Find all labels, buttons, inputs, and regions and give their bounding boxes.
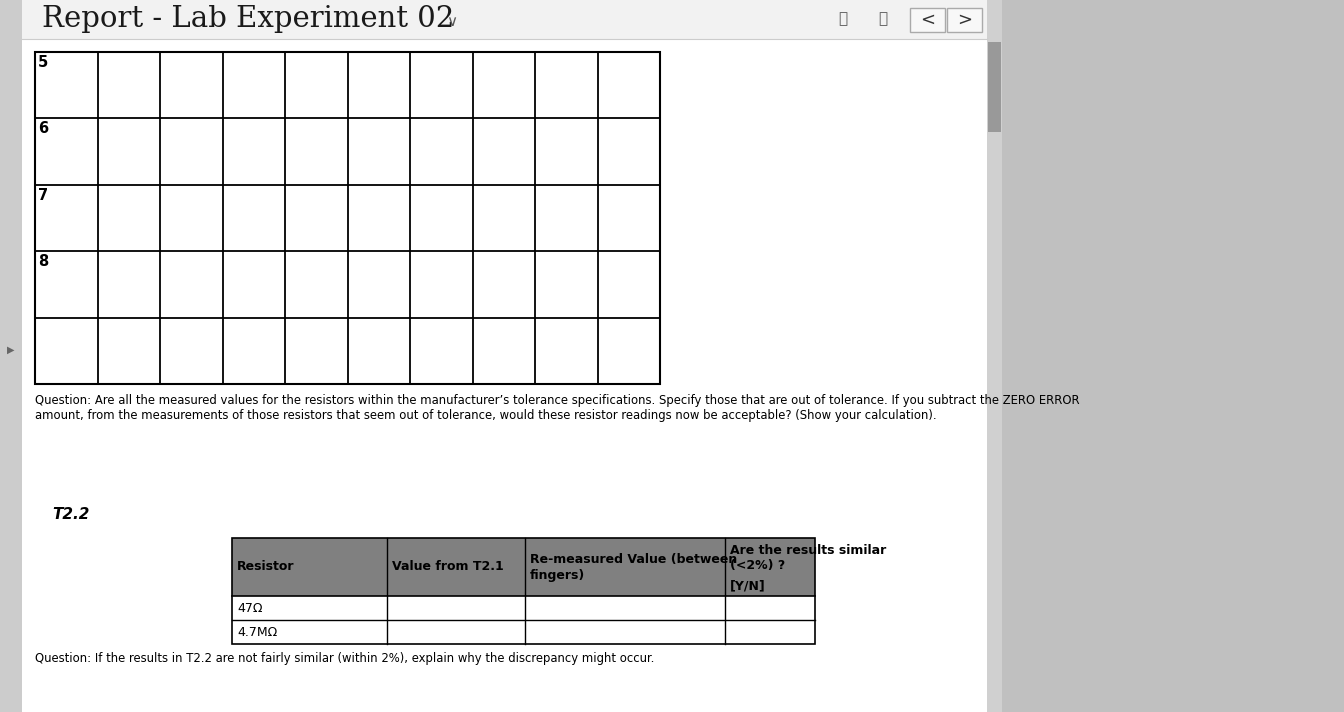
Bar [986, 0, 1003, 712]
Text: Resistor: Resistor [237, 560, 294, 573]
Text: Report - Lab Experiment 02: Report - Lab Experiment 02 [42, 5, 454, 33]
Text: ∨: ∨ [446, 14, 457, 29]
Text: Are the results similar: Are the results similar [730, 544, 886, 557]
Text: fingers): fingers) [530, 568, 585, 582]
Bar [22, 0, 986, 39]
Text: [Y/N]: [Y/N] [730, 579, 766, 592]
Text: Question: If the results in T2.2 are not fairly similar (within 2%), explain why: Question: If the results in T2.2 are not… [35, 652, 655, 665]
Text: 47Ω: 47Ω [237, 602, 262, 614]
Text: amount, from the measurements of those resistors that seem out of tolerance, wou: amount, from the measurements of those r… [35, 409, 937, 422]
Text: <: < [921, 11, 935, 29]
Text: Re-measured Value (between: Re-measured Value (between [530, 553, 738, 565]
Bar [233, 538, 814, 644]
Bar [910, 8, 945, 32]
Text: >: > [957, 11, 973, 29]
Text: 4.7MΩ: 4.7MΩ [237, 626, 277, 639]
Bar [988, 42, 1001, 132]
Text: 6: 6 [38, 122, 48, 137]
Text: Question: Are all the measured values for the resistors within the manufacturer’: Question: Are all the measured values fo… [35, 394, 1079, 407]
Bar [233, 596, 814, 644]
Text: 8: 8 [38, 254, 48, 269]
Bar [1003, 0, 1344, 712]
Text: 5: 5 [38, 55, 48, 70]
Bar [35, 52, 660, 384]
Bar [22, 0, 986, 712]
Text: T2.2: T2.2 [52, 507, 89, 522]
Text: 🔖: 🔖 [839, 11, 848, 26]
Bar [233, 538, 814, 596]
Text: Value from T2.1: Value from T2.1 [392, 560, 504, 573]
Text: (<2%) ?: (<2%) ? [730, 559, 785, 572]
Bar [0, 0, 22, 712]
Text: ▶: ▶ [7, 345, 15, 355]
Bar [948, 8, 982, 32]
Text: 7: 7 [38, 188, 48, 203]
Text: ⛶: ⛶ [879, 11, 887, 26]
